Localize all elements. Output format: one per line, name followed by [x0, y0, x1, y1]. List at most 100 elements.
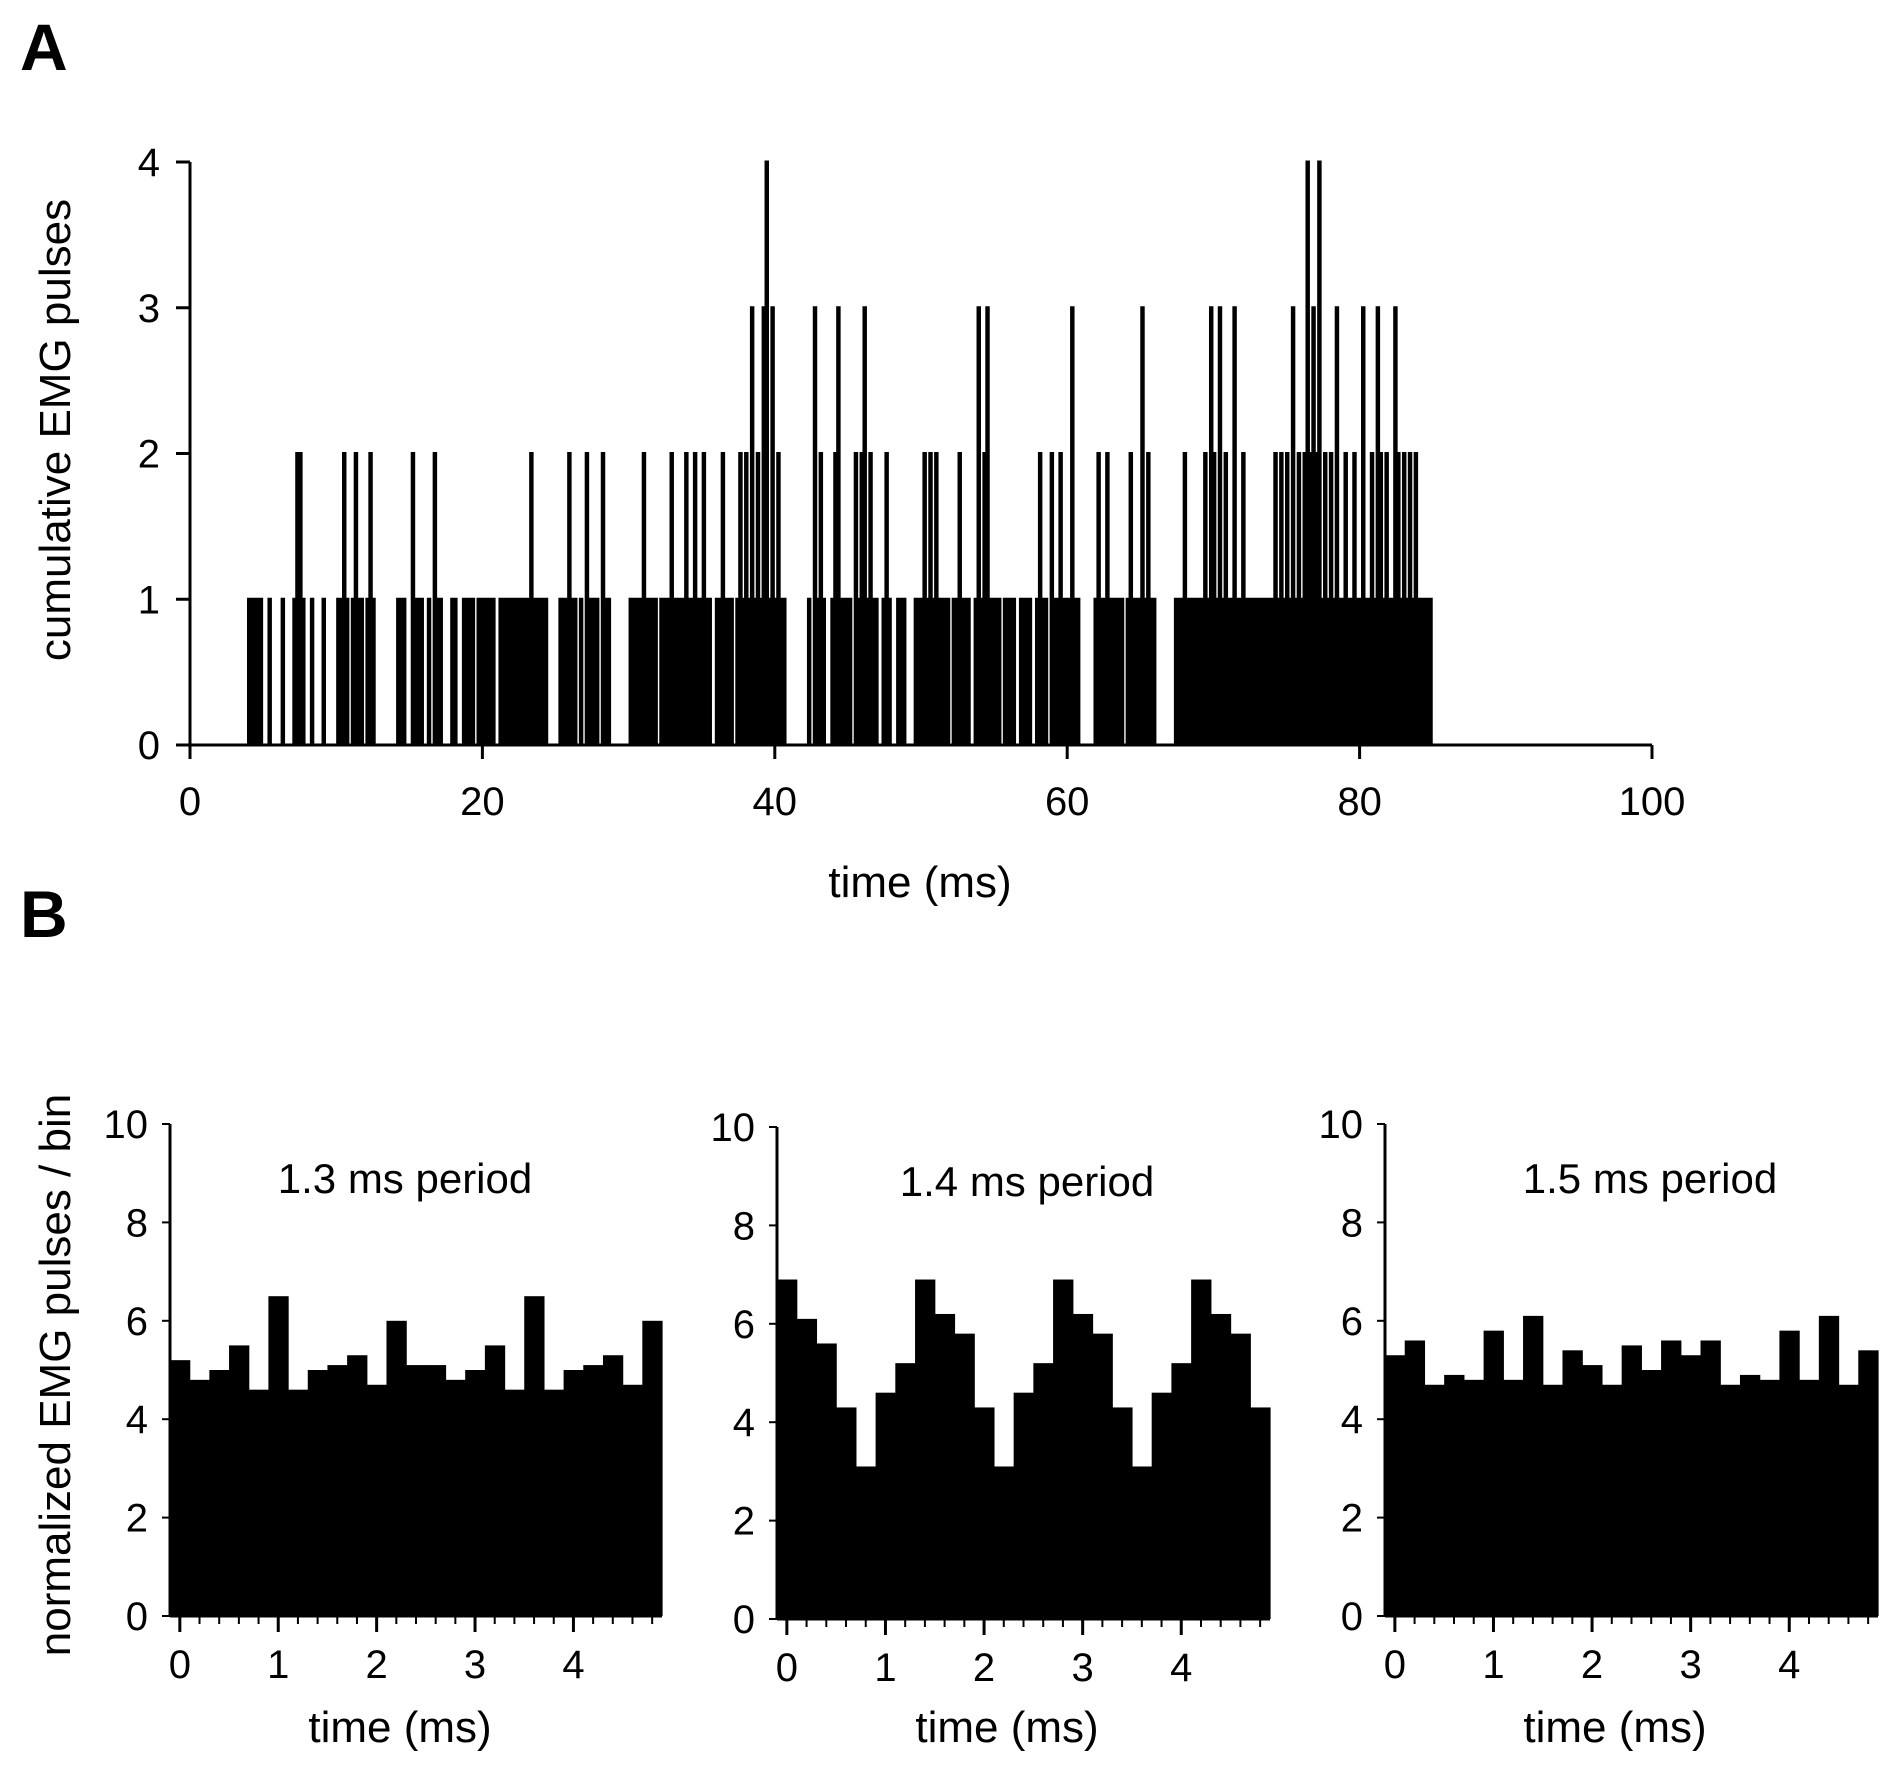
histogram-bar [895, 1363, 916, 1619]
panel-b-1-5ms-title: 1.5 ms period [1523, 1155, 1777, 1202]
panel-label-b: B [20, 877, 68, 951]
y-tick-label: 4 [1341, 1398, 1363, 1442]
histogram-bar [1131, 1466, 1153, 1619]
histogram-bar [1641, 1370, 1662, 1616]
y-tick-label: 2 [126, 1497, 148, 1541]
histogram-bar [347, 1355, 368, 1616]
x-tick-label: 4 [562, 1643, 584, 1687]
histogram-bar [327, 1365, 348, 1616]
y-tick-label: 0 [1341, 1595, 1363, 1639]
histogram-bar [1739, 1374, 1761, 1616]
panel-b-1-3ms-bars [170, 1296, 663, 1616]
histogram-bar [1621, 1345, 1642, 1616]
histogram-bar [1779, 1330, 1800, 1616]
panel-b-1-3ms-x-axis-title: time (ms) [308, 1703, 491, 1752]
histogram-bar [504, 1389, 525, 1616]
x-tick-label: 3 [464, 1643, 486, 1687]
histogram-bar [543, 1389, 565, 1616]
y-tick-label: 0 [733, 1598, 755, 1642]
panel-b-1-4ms-bars [777, 1279, 1271, 1619]
panel-a-y-ticks: 0 1 2 3 4 [138, 141, 190, 768]
histogram-bar [1463, 1379, 1485, 1616]
histogram-bar [954, 1333, 975, 1619]
histogram-bar [1230, 1333, 1251, 1619]
panel-b-1-4ms-axes: 0 1 2 3 4 0 2 4 6 8 10 [711, 1106, 1270, 1690]
y-tick-label: 10 [1319, 1103, 1364, 1147]
y-tick-label: 6 [1341, 1300, 1363, 1344]
panel-a-y-axis-title: cumulative EMG pulses [31, 199, 80, 661]
panel-b-1-3ms-title: 1.3 ms period [278, 1155, 532, 1202]
histogram-bar [1582, 1365, 1603, 1616]
panel-b-1-4ms-title: 1.4 ms period [900, 1158, 1154, 1205]
histogram-bar [836, 1407, 857, 1619]
x-tick-label: 1 [1482, 1643, 1504, 1687]
y-tick-label: 6 [733, 1303, 755, 1347]
histogram-bar [1033, 1363, 1054, 1619]
histogram-bar [209, 1370, 230, 1616]
y-tick-label: 8 [733, 1204, 755, 1248]
histogram-bar [1799, 1379, 1820, 1616]
panel-b-y-axis-title: normalized EMG pulses / bin [31, 1094, 80, 1656]
histogram-bar [1250, 1407, 1271, 1619]
histogram-bar [1171, 1363, 1192, 1619]
histogram-bar [1444, 1374, 1465, 1616]
x-tick-label: 2 [366, 1643, 388, 1687]
histogram-bar [189, 1379, 210, 1616]
panel-b-1-5ms-histogram: 1.5 ms period 0 1 2 3 4 0 2 4 6 8 10 time (ms) [1319, 1103, 1879, 1752]
x-tick-label: 20 [460, 780, 505, 824]
histogram-bar [602, 1355, 624, 1616]
histogram-bar [1562, 1350, 1583, 1616]
histogram-bar [248, 1389, 269, 1616]
histogram-bar [1838, 1384, 1859, 1616]
y-tick-label: 1 [138, 578, 160, 622]
histogram-bar [288, 1389, 309, 1616]
histogram-bar [1700, 1340, 1721, 1616]
histogram-bar [366, 1384, 388, 1616]
histogram-bar [563, 1370, 584, 1616]
histogram-bar [170, 1360, 191, 1616]
x-tick-label: 40 [753, 780, 798, 824]
x-tick-label: 0 [179, 780, 201, 824]
y-tick-label: 2 [733, 1500, 755, 1544]
histogram-bar [425, 1365, 447, 1616]
histogram-bar [915, 1279, 936, 1619]
histogram-bar [875, 1392, 896, 1619]
x-tick-label: 100 [1619, 780, 1686, 824]
histogram-bar [622, 1384, 643, 1616]
y-tick-label: 2 [1341, 1497, 1363, 1541]
histogram-bar [583, 1365, 604, 1616]
x-tick-label: 4 [1778, 1643, 1800, 1687]
y-tick-label: 2 [138, 433, 160, 477]
histogram-bar [1424, 1384, 1445, 1616]
x-tick-label: 4 [1170, 1646, 1192, 1690]
y-tick-label: 10 [104, 1103, 149, 1147]
histogram-bar [934, 1313, 956, 1619]
histogram-bar [307, 1370, 329, 1616]
histogram-bar [386, 1320, 407, 1616]
x-tick-label: 3 [1072, 1646, 1094, 1690]
panel-a-x-ticks: 0 20 40 60 80 100 [179, 745, 1686, 824]
y-tick-label: 0 [126, 1595, 148, 1639]
histogram-bar [816, 1343, 837, 1619]
panel-b-1-3ms-histogram: 1.3 ms period 0 1 2 3 4 0 2 4 6 8 10 time (ms) [104, 1103, 663, 1752]
y-tick-label: 4 [126, 1398, 148, 1442]
cumulative-pulses-trace [190, 160, 1647, 747]
y-tick-label: 10 [711, 1106, 756, 1150]
histogram-bar [1542, 1384, 1564, 1616]
histogram-bar [268, 1296, 289, 1616]
histogram-bar [1601, 1384, 1623, 1616]
panel-label-a: A [20, 10, 68, 84]
y-tick-label: 6 [126, 1300, 148, 1344]
panel-b-1-5ms-x-axis-title: time (ms) [1523, 1703, 1706, 1752]
histogram-bar [1759, 1379, 1780, 1616]
x-tick-label: 0 [776, 1646, 798, 1690]
y-tick-label: 0 [138, 724, 160, 768]
histogram-bar [1818, 1315, 1840, 1616]
histogram-bar [993, 1466, 1015, 1619]
histogram-bar [1483, 1330, 1504, 1616]
y-tick-label: 3 [138, 287, 160, 331]
x-tick-label: 2 [973, 1646, 995, 1690]
histogram-bar [777, 1279, 798, 1619]
histogram-bar [524, 1296, 545, 1616]
